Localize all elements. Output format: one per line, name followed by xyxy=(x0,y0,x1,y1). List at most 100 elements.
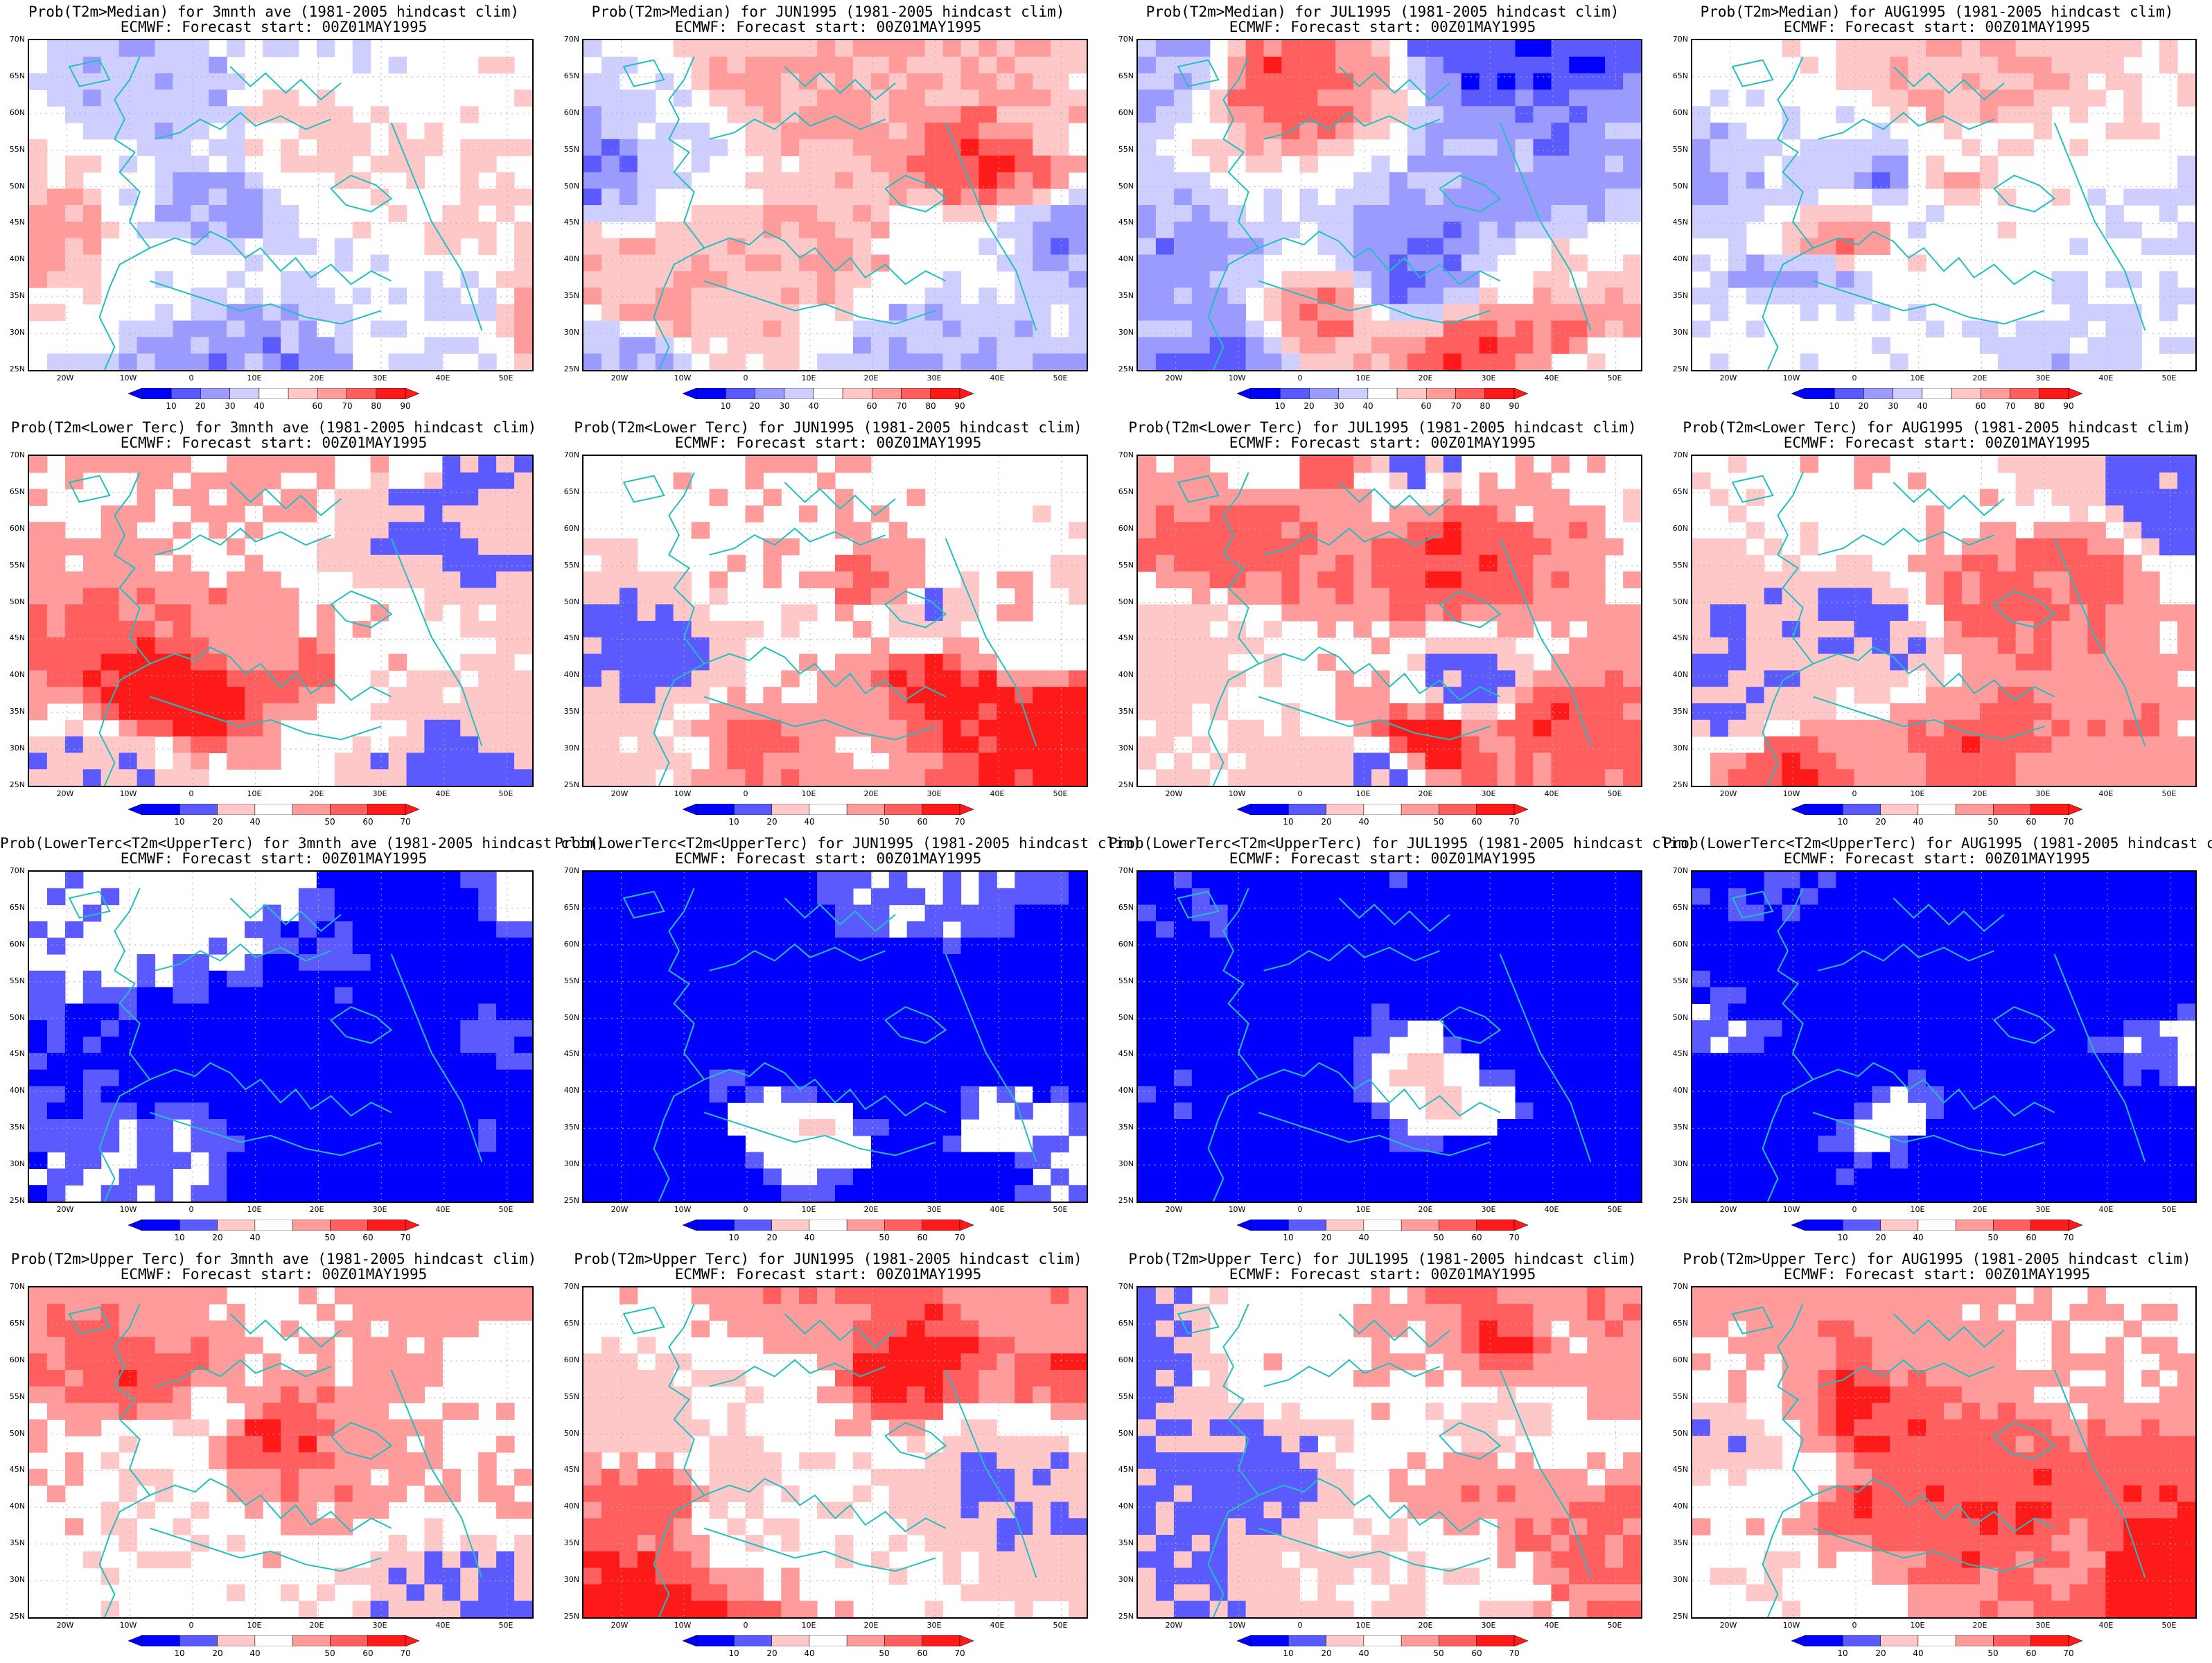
colorbar-label: 10 xyxy=(166,818,193,827)
probability-cell xyxy=(227,987,245,1004)
probability-cell xyxy=(1782,604,1801,621)
probability-cell xyxy=(1033,304,1051,321)
probability-cell xyxy=(692,73,710,90)
probability-cell xyxy=(29,753,48,769)
probability-cell xyxy=(674,89,692,106)
probability-cell xyxy=(1551,921,1570,938)
probability-cell xyxy=(1210,954,1229,971)
probability-cell xyxy=(1498,921,1516,938)
probability-cell xyxy=(1516,222,1534,238)
probability-cell xyxy=(1264,555,1283,572)
probability-cell xyxy=(317,555,335,572)
probability-cell xyxy=(1926,753,1945,769)
probability-cell xyxy=(1425,987,1444,1004)
probability-cell xyxy=(1462,238,1480,255)
probability-cell xyxy=(710,353,728,370)
probability-cell xyxy=(1138,872,1157,888)
probability-cell xyxy=(1407,604,1425,621)
probability-cell xyxy=(1033,971,1051,987)
colorbar-swatch xyxy=(931,388,960,399)
probability-cell xyxy=(602,321,620,337)
probability-cell xyxy=(1533,938,1552,954)
probability-cell xyxy=(961,921,980,938)
probability-cell xyxy=(583,156,602,173)
probability-cell xyxy=(943,604,962,621)
probability-cell xyxy=(1498,720,1516,737)
probability-cell xyxy=(781,353,800,370)
probability-cell xyxy=(353,57,371,73)
probability-cell xyxy=(2105,304,2124,321)
probability-cell xyxy=(1051,254,1069,271)
probability-cell xyxy=(317,1003,335,1020)
probability-cell xyxy=(1692,621,1711,637)
probability-cell xyxy=(407,1037,425,1053)
probability-cell xyxy=(371,921,389,938)
probability-cell xyxy=(1138,687,1157,703)
probability-cell xyxy=(710,905,728,922)
probability-cell xyxy=(1174,604,1193,621)
probability-cell xyxy=(961,337,980,353)
probability-cell xyxy=(602,254,620,271)
colorbar-swatch xyxy=(1439,804,1476,815)
probability-cell xyxy=(1407,156,1425,173)
probability-cell xyxy=(47,254,66,271)
probability-cell xyxy=(692,687,710,703)
longitude-label: 30E xyxy=(913,1206,955,1214)
probability-cell xyxy=(817,288,836,304)
probability-cell xyxy=(2177,687,2195,703)
probability-cell xyxy=(1480,505,1498,522)
probability-cell xyxy=(263,987,281,1004)
probability-cell xyxy=(961,321,980,337)
probability-cell xyxy=(1605,40,1624,57)
probability-cell xyxy=(263,604,281,621)
probability-cell xyxy=(620,123,638,139)
probability-cell xyxy=(1710,188,1729,205)
map-svg xyxy=(583,456,1087,786)
colorbar-label: 10 xyxy=(1266,402,1294,411)
probability-cell xyxy=(299,1152,317,1169)
probability-cell xyxy=(2016,106,2035,123)
forecast-panel: Prob(T2m<Lower Terc) for 3mnth ave (1981… xyxy=(0,416,547,832)
probability-cell xyxy=(799,188,818,205)
probability-cell xyxy=(1569,222,1588,238)
probability-cell xyxy=(1389,89,1408,106)
probability-cell xyxy=(137,123,156,139)
probability-cell xyxy=(1462,938,1480,954)
probability-cell xyxy=(1051,572,1069,588)
probability-cell xyxy=(1407,872,1425,888)
probability-cell xyxy=(1210,1020,1229,1037)
probability-cell xyxy=(853,938,872,954)
probability-cell xyxy=(853,222,872,238)
probability-cell xyxy=(1623,872,1641,888)
probability-cell xyxy=(1836,737,1854,753)
probability-cell xyxy=(602,1136,620,1152)
probability-cell xyxy=(961,703,980,720)
probability-cell xyxy=(978,954,997,971)
probability-cell xyxy=(83,1102,102,1119)
probability-cell xyxy=(173,1086,191,1102)
probability-cell xyxy=(424,1119,443,1136)
probability-cell xyxy=(1692,106,1711,123)
probability-cell xyxy=(281,238,299,255)
probability-cell xyxy=(299,337,317,353)
probability-cell xyxy=(583,271,602,288)
probability-cell xyxy=(335,1037,353,1053)
longitude-label: 10E xyxy=(234,790,275,798)
probability-cell xyxy=(799,737,818,753)
probability-cell xyxy=(1264,1020,1283,1037)
probability-cell xyxy=(1962,57,1981,73)
probability-cell xyxy=(1533,205,1552,222)
probability-cell xyxy=(2087,737,2106,753)
probability-cell xyxy=(1425,188,1444,205)
probability-cell xyxy=(1800,637,1819,654)
probability-cell xyxy=(2177,489,2195,506)
latitude-label: 40N xyxy=(0,1086,25,1095)
probability-cell xyxy=(371,1037,389,1053)
latitude-label: 50N xyxy=(1663,598,1688,606)
probability-cell xyxy=(1407,106,1425,123)
probability-cell xyxy=(1317,473,1336,489)
probability-cell xyxy=(173,205,191,222)
probability-cell xyxy=(389,1168,407,1185)
probability-cell xyxy=(2016,555,2035,572)
probability-cell xyxy=(65,538,84,555)
